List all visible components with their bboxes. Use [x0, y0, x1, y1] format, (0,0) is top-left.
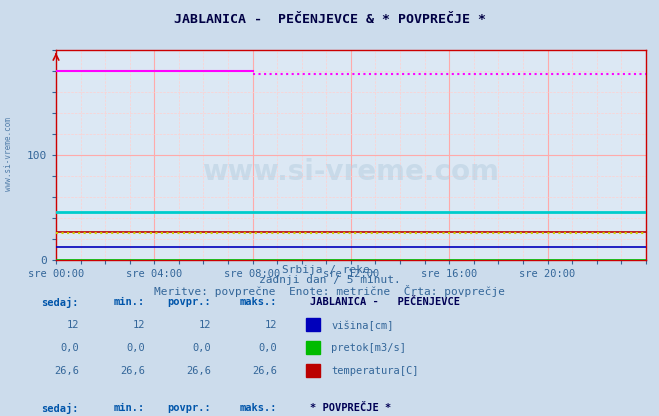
Text: min.:: min.: — [114, 403, 145, 413]
Text: 26,6: 26,6 — [252, 366, 277, 376]
Text: min.:: min.: — [114, 297, 145, 307]
Text: sedaj:: sedaj: — [42, 297, 79, 309]
Text: 12: 12 — [132, 320, 145, 330]
Text: povpr.:: povpr.: — [167, 403, 211, 413]
Text: 26,6: 26,6 — [54, 366, 79, 376]
Text: 12: 12 — [198, 320, 211, 330]
Text: višina[cm]: višina[cm] — [331, 320, 394, 331]
Text: temperatura[C]: temperatura[C] — [331, 366, 419, 376]
Text: 0,0: 0,0 — [258, 343, 277, 353]
Text: 0,0: 0,0 — [61, 343, 79, 353]
Text: Meritve: povprečne  Enote: metrične  Črta: povprečje: Meritve: povprečne Enote: metrične Črta:… — [154, 285, 505, 297]
Text: 12: 12 — [264, 320, 277, 330]
Text: www.si-vreme.com: www.si-vreme.com — [4, 117, 13, 191]
Text: zadnji dan / 5 minut.: zadnji dan / 5 minut. — [258, 275, 401, 285]
Text: 0,0: 0,0 — [127, 343, 145, 353]
Text: sedaj:: sedaj: — [42, 403, 79, 414]
Text: www.si-vreme.com: www.si-vreme.com — [202, 158, 500, 186]
Text: 26,6: 26,6 — [186, 366, 211, 376]
Text: 0,0: 0,0 — [192, 343, 211, 353]
Text: 26,6: 26,6 — [120, 366, 145, 376]
Text: JABLANICA -   PEČENJEVCE: JABLANICA - PEČENJEVCE — [310, 297, 460, 307]
Text: * POVPREČJE *: * POVPREČJE * — [310, 403, 391, 413]
Text: pretok[m3/s]: pretok[m3/s] — [331, 343, 407, 353]
Text: Srbija / reke.: Srbija / reke. — [282, 265, 377, 275]
Text: JABLANICA -  PEČENJEVCE & * POVPREČJE *: JABLANICA - PEČENJEVCE & * POVPREČJE * — [173, 13, 486, 26]
Text: maks.:: maks.: — [239, 403, 277, 413]
Text: povpr.:: povpr.: — [167, 297, 211, 307]
Text: maks.:: maks.: — [239, 297, 277, 307]
Text: 12: 12 — [67, 320, 79, 330]
